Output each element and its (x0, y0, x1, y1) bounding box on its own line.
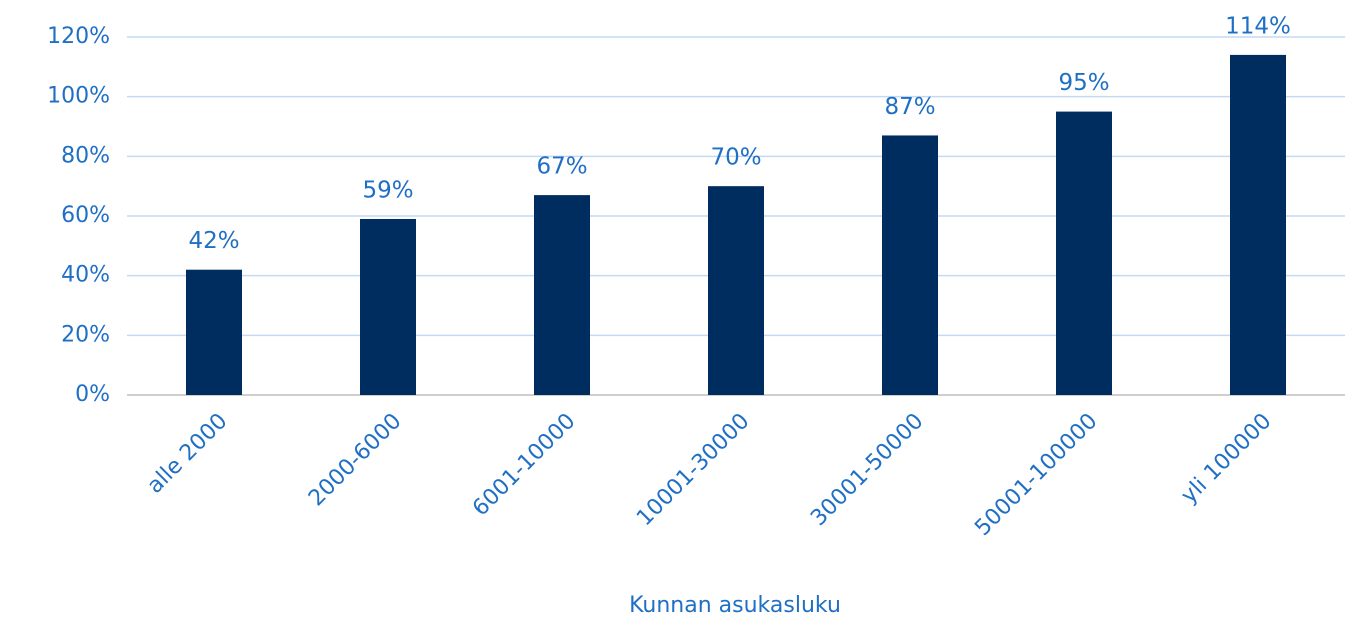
value-label: 87% (884, 94, 935, 120)
y-tick-label: 0% (75, 382, 110, 407)
value-label: 42% (188, 228, 239, 254)
x-tick-label: yli 100000 (1177, 409, 1277, 509)
bar (708, 186, 764, 395)
x-tick-label: 2000-6000 (304, 409, 406, 511)
x-tick-label: alle 2000 (143, 409, 233, 499)
bar (186, 269, 242, 395)
y-tick-label: 80% (61, 143, 110, 168)
value-label: 67% (536, 154, 587, 180)
x-axis-title: Kunnan asukasluku (629, 593, 841, 618)
bar (1056, 111, 1112, 395)
y-tick-label: 120% (47, 24, 110, 49)
bar (1230, 54, 1286, 396)
bar (360, 218, 416, 395)
value-label: 95% (1058, 70, 1109, 96)
x-tick-label: 50001-100000 (970, 409, 1102, 541)
y-tick-label: 40% (61, 263, 110, 288)
value-label: 70% (710, 145, 761, 171)
x-tick-label: 10001-30000 (632, 409, 754, 531)
value-label: 59% (362, 177, 413, 203)
y-tick-label: 60% (61, 203, 110, 228)
y-tick-label: 100% (47, 84, 110, 109)
bar (534, 195, 590, 395)
x-tick-label: 6001-10000 (468, 409, 580, 521)
x-tick-label: 30001-50000 (806, 409, 928, 531)
value-label: 114% (1225, 13, 1291, 39)
y-tick-label: 20% (61, 322, 110, 347)
bar (882, 135, 938, 395)
